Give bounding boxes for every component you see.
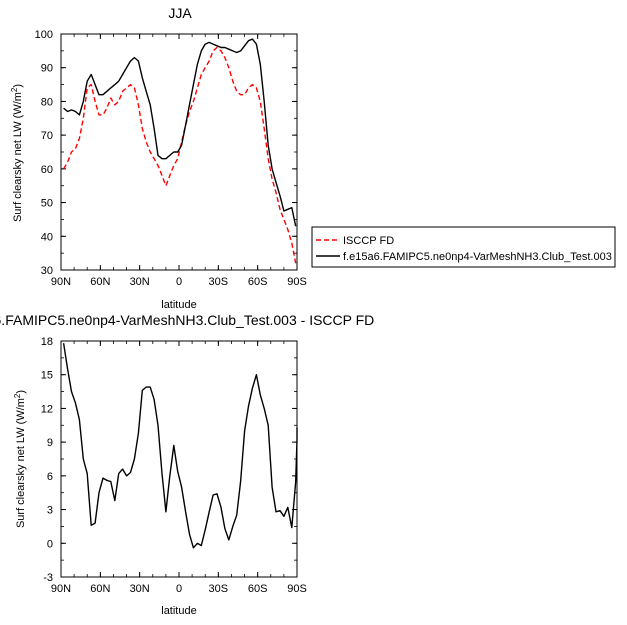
bottom-y-tick-label: 3 (47, 505, 53, 517)
top-y-tick-label: 80 (41, 96, 53, 108)
top-x-tick-label: 0 (176, 276, 182, 288)
bottom-y-axis-label-end: ) (15, 390, 27, 394)
top-series-line-0 (62, 46, 297, 264)
legend-entry-model: f.e15a6.FAMIPC5.ne0np4-VarMeshNH3.Club_T… (343, 251, 612, 263)
bottom-x-axis-label: latitude (161, 605, 196, 617)
bottom-y-axis-label: Surf clearsky net LW (W/m2) (13, 390, 27, 528)
top-y-axis-label-end: ) (12, 84, 24, 88)
bottom-x-tick-label: 30S (209, 583, 229, 595)
bottom-x-tick-label: 60S (248, 583, 268, 595)
bottom-series-lines (62, 343, 298, 549)
bottom-y-tick-label: 12 (41, 403, 53, 415)
top-y-axis-label: Surf clearsky net LW (W/m2) (10, 84, 24, 222)
bottom-y-tick-label: 9 (47, 437, 53, 449)
bottom-x-tick-label: 90N (51, 583, 71, 595)
bottom-y-tick-labels: -3 0 3 6 9 12 15 18 (41, 336, 53, 584)
top-panel: JJA 90N 60N 30N 0 30S 60S 90S 30 40 50 60 70 80 90 10… (10, 5, 616, 311)
top-x-tick-labels: 90N 60N 30N 0 30S 60S 90S (51, 276, 307, 288)
bottom-y-tick-label: 0 (47, 538, 53, 550)
top-tick-marks (60, 33, 298, 271)
top-x-tick-label: 90N (51, 276, 71, 288)
bottom-y-axis-label-sup: 2 (13, 393, 22, 398)
bottom-x-tick-label: 30N (130, 583, 150, 595)
top-series-lines (62, 38, 297, 264)
legend-box (311, 226, 616, 268)
top-y-axis-label-main: Surf clearsky net LW (W/m (12, 92, 24, 222)
bottom-chart-title: a6.FAMIPC5.ne0np4-VarMeshNH3.Club_Test.0… (0, 312, 374, 328)
bottom-x-tick-label: 0 (176, 583, 182, 595)
bottom-y-axis-label-main: Surf clearsky net LW (W/m (15, 398, 27, 528)
top-y-tick-label: 100 (35, 29, 53, 41)
bottom-x-tick-label: 90S (287, 583, 307, 595)
top-y-tick-label: 70 (41, 130, 53, 142)
top-x-tick-label: 30N (130, 276, 150, 288)
top-x-tick-label: 30S (209, 276, 229, 288)
bottom-x-tick-label: 60N (90, 583, 110, 595)
top-x-tick-label: 60N (90, 276, 110, 288)
legend-entry-isccp: ISCCP FD (343, 235, 394, 247)
top-y-tick-label: 50 (41, 198, 53, 210)
legend: ISCCP FD f.e15a6.FAMIPC5.ne0np4-VarMeshN… (311, 226, 616, 268)
top-chart-title: JJA (168, 5, 192, 21)
bottom-y-tick-label: -3 (43, 572, 53, 584)
bottom-y-tick-label: 18 (41, 336, 53, 348)
bottom-plot-frame (60, 340, 298, 578)
bottom-series-line-0 (62, 343, 298, 549)
top-x-tick-label: 60S (248, 276, 268, 288)
top-y-tick-label: 90 (41, 63, 53, 75)
top-y-axis-label-sup: 2 (10, 87, 19, 92)
top-y-tick-label: 30 (41, 265, 53, 277)
top-y-tick-labels: 30 40 50 60 70 80 90 100 (35, 29, 53, 277)
bottom-panel: a6.FAMIPC5.ne0np4-VarMeshNH3.Club_Test.0… (0, 312, 374, 617)
top-series-line-1 (63, 38, 297, 227)
top-y-tick-label: 40 (41, 231, 53, 243)
bottom-y-tick-label: 15 (41, 370, 53, 382)
top-x-tick-label: 90S (287, 276, 307, 288)
top-x-axis-label: latitude (161, 299, 196, 311)
top-y-tick-label: 60 (41, 164, 53, 176)
bottom-tick-marks (60, 340, 298, 578)
bottom-x-tick-labels: 90N 60N 30N 0 30S 60S 90S (51, 583, 307, 595)
bottom-y-tick-label: 6 (47, 471, 53, 483)
